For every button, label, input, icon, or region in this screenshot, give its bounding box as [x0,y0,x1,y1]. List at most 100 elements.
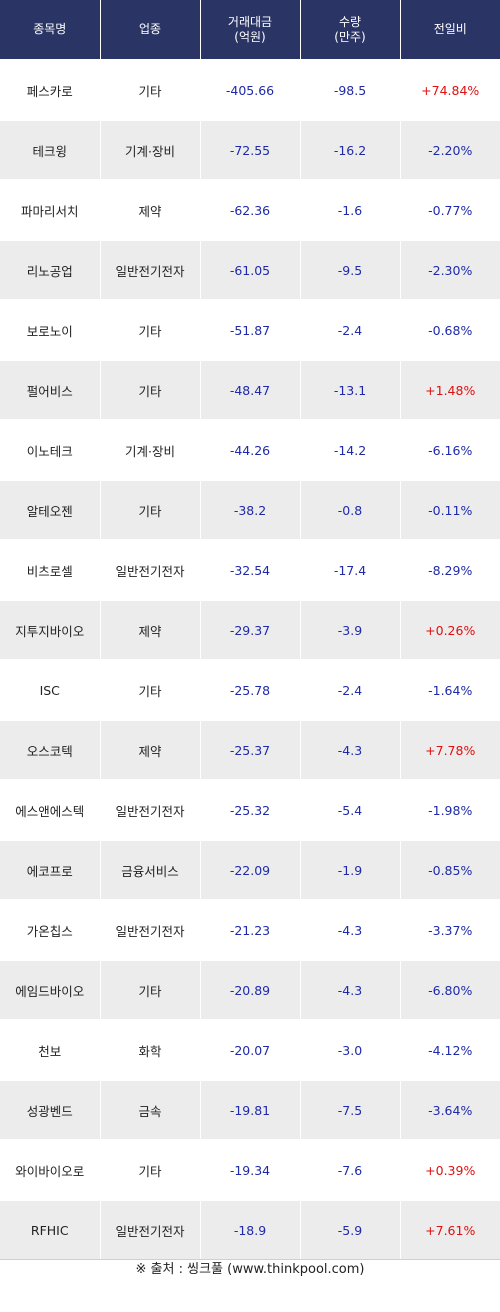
cell-volume: -0.8 [300,479,401,540]
cell-amount: -25.32 [200,779,301,840]
cell-change: -8.29% [400,539,500,600]
table-row: 성광벤드 금속 -19.81 -7.5 -3.64% [0,1079,500,1140]
header-volume-text: 수량 (만주) [334,14,366,44]
cell-name: 펄어비스 [0,359,101,420]
cell-change: -1.64% [400,659,500,720]
table-row: 보로노이 기타 -51.87 -2.4 -0.68% [0,299,500,360]
cell-amount: -38.2 [200,479,301,540]
cell-change: -0.77% [400,179,500,240]
table-row: 에코프로 금융서비스 -22.09 -1.9 -0.85% [0,839,500,900]
cell-sector: 일반전기전자 [100,1199,201,1260]
cell-name: 페스카로 [0,59,101,120]
cell-change: +1.48% [400,359,500,420]
table-row: ISC 기타 -25.78 -2.4 -1.64% [0,659,500,720]
cell-amount: -22.09 [200,839,301,900]
cell-amount: -61.05 [200,239,301,300]
cell-volume: -4.3 [300,959,401,1020]
cell-change: +0.26% [400,599,500,660]
cell-name: RFHIC [0,1199,101,1260]
cell-amount: -29.37 [200,599,301,660]
cell-sector: 화학 [100,1019,201,1080]
cell-amount: -62.36 [200,179,301,240]
cell-change: -2.30% [400,239,500,300]
cell-amount: -19.81 [200,1079,301,1140]
table-row: RFHIC 일반전기전자 -18.9 -5.9 +7.61% [0,1199,500,1260]
cell-amount: -72.55 [200,119,301,180]
cell-sector: 기타 [100,659,201,720]
cell-volume: -7.5 [300,1079,401,1140]
cell-change: -0.11% [400,479,500,540]
cell-change: -3.64% [400,1079,500,1140]
cell-name: 파마리서치 [0,179,101,240]
cell-sector: 기계·장비 [100,419,201,480]
cell-volume: -4.3 [300,719,401,780]
cell-volume: -3.0 [300,1019,401,1080]
table-row: 와이바이오로 기타 -19.34 -7.6 +0.39% [0,1139,500,1200]
cell-volume: -14.2 [300,419,401,480]
cell-change: +0.39% [400,1139,500,1200]
cell-amount: -25.37 [200,719,301,780]
table-row: 천보 화학 -20.07 -3.0 -4.12% [0,1019,500,1080]
cell-name: 가온칩스 [0,899,101,960]
cell-volume: -16.2 [300,119,401,180]
cell-amount: -25.78 [200,659,301,720]
cell-name: 알테오젠 [0,479,101,540]
cell-sector: 일반전기전자 [100,539,201,600]
cell-sector: 일반전기전자 [100,779,201,840]
cell-volume: -7.6 [300,1139,401,1200]
table-row: 이노테크 기계·장비 -44.26 -14.2 -6.16% [0,419,500,480]
cell-amount: -18.9 [200,1199,301,1260]
cell-change: -0.68% [400,299,500,360]
cell-name: 이노테크 [0,419,101,480]
cell-sector: 제약 [100,599,201,660]
cell-sector: 기계·장비 [100,119,201,180]
header-name: 종목명 [0,0,101,60]
table-row: 리노공업 일반전기전자 -61.05 -9.5 -2.30% [0,239,500,300]
cell-amount: -32.54 [200,539,301,600]
cell-amount: -44.26 [200,419,301,480]
header-change: 전일비 [400,0,500,60]
cell-change: +7.78% [400,719,500,780]
source-note: ※ 출처 : 씽크풀 (www.thinkpool.com) [135,1262,365,1277]
cell-sector: 기타 [100,1139,201,1200]
cell-sector: 기타 [100,299,201,360]
cell-sector: 금속 [100,1079,201,1140]
cell-name: 테크윙 [0,119,101,180]
cell-volume: -1.9 [300,839,401,900]
table-row: 오스코텍 제약 -25.37 -4.3 +7.78% [0,719,500,780]
cell-sector: 일반전기전자 [100,899,201,960]
cell-volume: -9.5 [300,239,401,300]
header-sector: 업종 [100,0,201,60]
table-row: 알테오젠 기타 -38.2 -0.8 -0.11% [0,479,500,540]
cell-volume: -98.5 [300,59,401,120]
cell-sector: 기타 [100,959,201,1020]
cell-amount: -20.89 [200,959,301,1020]
cell-amount: -20.07 [200,1019,301,1080]
cell-amount: -405.66 [200,59,301,120]
cell-name: 리노공업 [0,239,101,300]
cell-amount: -51.87 [200,299,301,360]
cell-volume: -2.4 [300,299,401,360]
table-row: 가온칩스 일반전기전자 -21.23 -4.3 -3.37% [0,899,500,960]
cell-volume: -3.9 [300,599,401,660]
cell-amount: -19.34 [200,1139,301,1200]
header-volume: 수량 (만주) [300,0,401,60]
cell-volume: -2.4 [300,659,401,720]
table-row: 펄어비스 기타 -48.47 -13.1 +1.48% [0,359,500,420]
header-amount: 거래대금 (억원) [200,0,301,60]
cell-sector: 금융서비스 [100,839,201,900]
cell-name: 비츠로셀 [0,539,101,600]
cell-change: -2.20% [400,119,500,180]
cell-volume: -4.3 [300,899,401,960]
cell-volume: -1.6 [300,179,401,240]
table-header: 종목명 업종 거래대금 (억원) 수량 (만주) 전일비 [0,0,500,60]
table-body: 페스카로 기타 -405.66 -98.5 +74.84% 테크윙 기계·장비 -72.55-… [0,59,500,1260]
cell-name: 지투지바이오 [0,599,101,660]
cell-name: 에코프로 [0,839,101,900]
cell-name: 에스앤에스텍 [0,779,101,840]
cell-volume: -5.9 [300,1199,401,1260]
cell-change: -6.80% [400,959,500,1020]
cell-volume: -17.4 [300,539,401,600]
cell-sector: 제약 [100,179,201,240]
